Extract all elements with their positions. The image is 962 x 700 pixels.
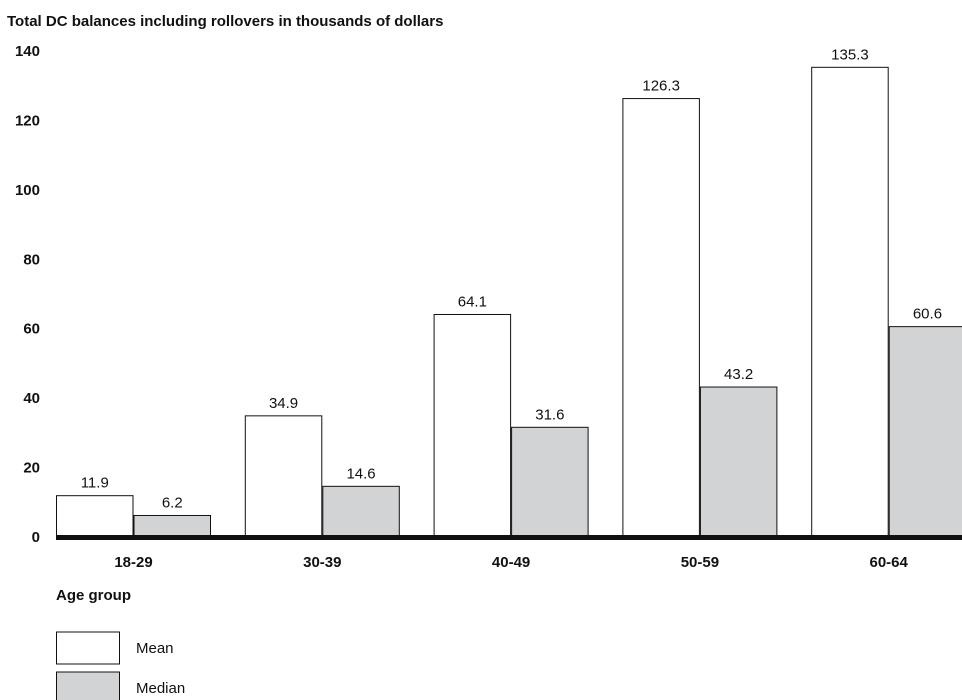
y-tick-label: 120 bbox=[15, 112, 40, 129]
bar-mean-50-59 bbox=[622, 98, 700, 538]
y-axis-ticks: 0 20 40 60 80 100 120 140 bbox=[15, 43, 40, 546]
x-tick-label: 30-39 bbox=[303, 554, 341, 571]
y-tick-label: 140 bbox=[15, 43, 40, 60]
data-label: 34.9 bbox=[269, 395, 298, 412]
x-tick-label: 40-49 bbox=[492, 554, 530, 571]
legend-label-median: Median bbox=[136, 680, 185, 697]
bar-median-40-49 bbox=[511, 426, 589, 538]
x-axis-baseline bbox=[56, 535, 962, 540]
x-axis-label: Age group bbox=[56, 587, 131, 604]
y-tick-label: 80 bbox=[23, 251, 40, 268]
data-label: 43.2 bbox=[724, 366, 753, 383]
bar-median-18-29 bbox=[133, 514, 211, 538]
y-tick-label: 60 bbox=[23, 321, 40, 338]
data-label: 64.1 bbox=[458, 293, 487, 310]
legend-swatch-median bbox=[56, 671, 120, 700]
bar-mean-30-39 bbox=[244, 415, 323, 538]
data-label: 31.6 bbox=[535, 406, 564, 423]
data-label: 60.6 bbox=[913, 306, 942, 323]
x-tick-label: 50-59 bbox=[681, 554, 719, 571]
x-tick-label: 60-64 bbox=[870, 554, 909, 571]
data-label: 135.3 bbox=[831, 46, 869, 63]
bar-mean-18-29 bbox=[56, 495, 134, 538]
y-tick-label: 100 bbox=[15, 182, 40, 199]
legend-swatch-mean bbox=[56, 631, 120, 665]
x-tick-label: 18-29 bbox=[114, 554, 152, 571]
bar-median-30-39 bbox=[322, 485, 400, 538]
bar-mean-40-49 bbox=[433, 313, 512, 538]
chart-title: Total DC balances including rollovers in… bbox=[7, 13, 443, 30]
data-label: 126.3 bbox=[642, 78, 680, 95]
legend-label-mean: Mean bbox=[136, 640, 174, 657]
y-tick-label: 40 bbox=[23, 390, 40, 407]
bar-median-60-64 bbox=[888, 326, 962, 538]
data-label: 6.2 bbox=[162, 494, 183, 511]
bar-mean-60-64 bbox=[811, 66, 889, 538]
y-tick-label: 0 bbox=[32, 529, 40, 546]
x-axis-ticks: 18-29 30-39 40-49 50-59 60-64 bbox=[114, 554, 908, 571]
data-labels: 11.9 6.2 34.9 14.6 64.1 31.6 126.3 43.2 135.3 60.… bbox=[81, 46, 942, 511]
bars bbox=[56, 66, 962, 538]
data-label: 11.9 bbox=[81, 475, 109, 492]
legend: Mean Median bbox=[56, 631, 185, 700]
bar-median-50-59 bbox=[699, 386, 778, 538]
y-tick-label: 20 bbox=[23, 460, 40, 477]
data-label: 14.6 bbox=[346, 465, 375, 482]
